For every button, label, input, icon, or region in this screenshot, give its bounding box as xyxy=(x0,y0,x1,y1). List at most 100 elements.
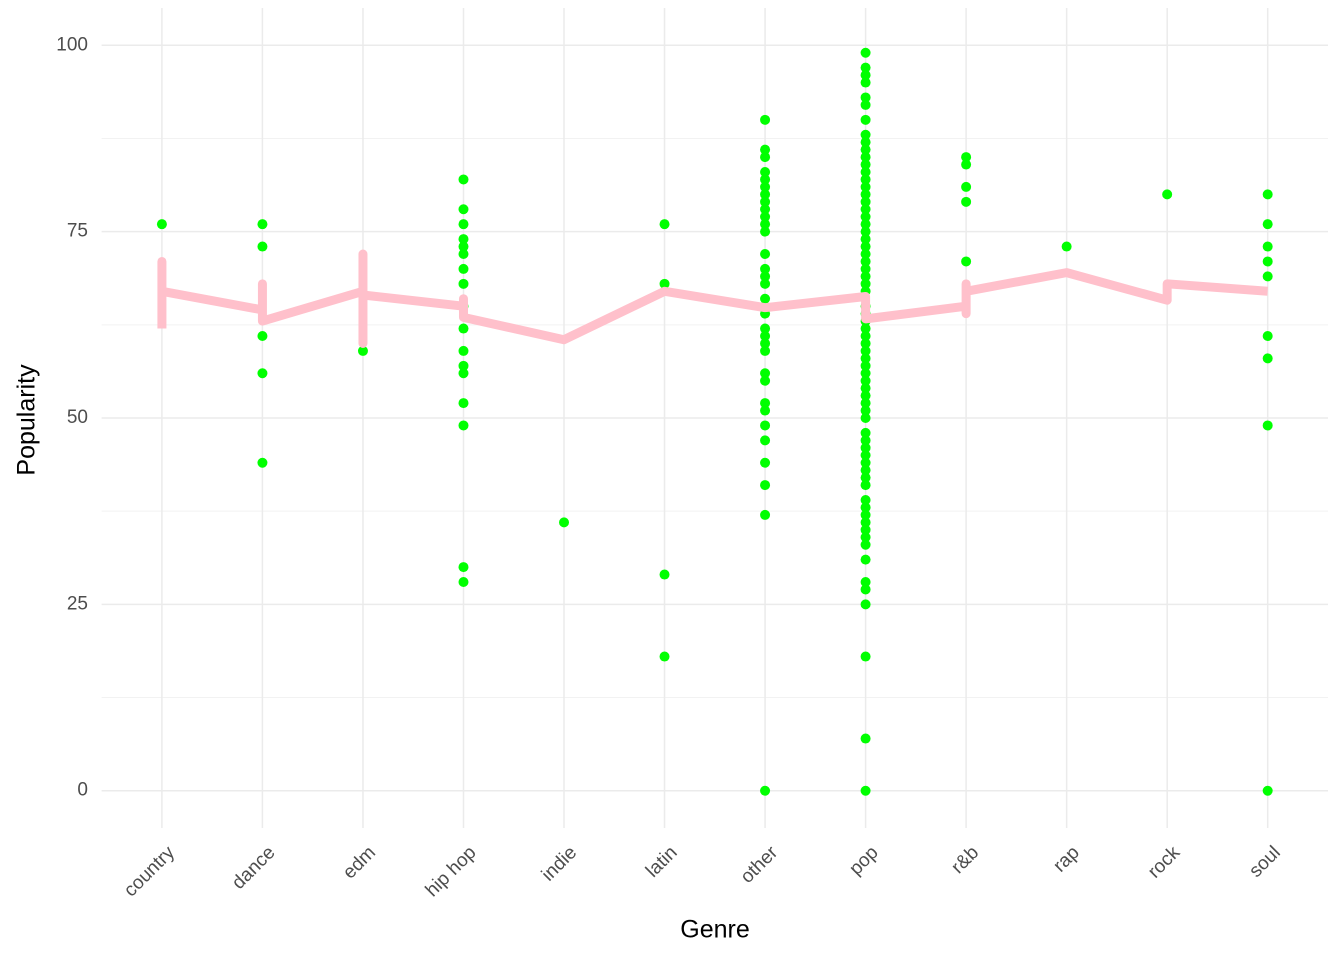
point xyxy=(760,189,771,200)
x-tick-label: pop xyxy=(845,842,882,879)
point xyxy=(860,219,871,230)
point xyxy=(458,174,469,185)
point xyxy=(860,114,871,125)
point xyxy=(961,152,972,163)
point xyxy=(860,263,871,274)
point xyxy=(760,323,771,334)
x-tick-label: other xyxy=(737,842,783,888)
point xyxy=(357,345,368,356)
point xyxy=(1262,219,1273,230)
point xyxy=(760,263,771,274)
point xyxy=(860,480,871,491)
point xyxy=(860,189,871,200)
point xyxy=(860,442,871,453)
x-axis-title: Genre xyxy=(680,916,749,944)
point xyxy=(1262,256,1273,267)
point xyxy=(961,196,972,207)
point xyxy=(156,219,167,230)
point xyxy=(860,509,871,520)
point xyxy=(860,181,871,192)
x-tick-label: indie xyxy=(538,842,581,885)
point xyxy=(860,390,871,401)
point xyxy=(860,360,871,371)
point xyxy=(760,405,771,416)
point xyxy=(860,554,871,565)
point xyxy=(860,577,871,587)
y-tick-label: 0 xyxy=(77,780,88,801)
y-tick-label: 75 xyxy=(67,221,88,242)
point xyxy=(860,234,871,245)
point xyxy=(860,502,871,513)
point xyxy=(860,398,871,409)
point xyxy=(458,360,469,371)
point xyxy=(860,435,871,446)
x-tick-label: latin xyxy=(642,842,681,881)
point xyxy=(760,211,771,222)
line xyxy=(157,249,1269,348)
point xyxy=(458,278,469,289)
point xyxy=(760,144,771,155)
grid xyxy=(101,8,1328,828)
point xyxy=(760,435,771,446)
point xyxy=(860,62,871,73)
point xyxy=(659,651,670,662)
point xyxy=(659,219,670,230)
point xyxy=(760,196,771,207)
point xyxy=(458,263,469,274)
point xyxy=(860,599,871,610)
point xyxy=(860,584,871,595)
y-axis-title: Popularity xyxy=(13,364,41,476)
point xyxy=(961,256,972,267)
point xyxy=(860,92,871,103)
point xyxy=(860,495,871,505)
point xyxy=(760,219,771,230)
point xyxy=(860,196,871,207)
point xyxy=(257,368,268,379)
point xyxy=(860,241,871,252)
point xyxy=(860,323,871,334)
point xyxy=(860,152,871,163)
point xyxy=(1162,189,1173,200)
y-tick-label: 50 xyxy=(67,407,88,428)
point xyxy=(860,532,871,543)
point xyxy=(860,517,871,528)
point xyxy=(860,99,871,110)
point xyxy=(961,181,972,192)
point xyxy=(458,368,469,379)
point xyxy=(659,278,670,289)
point xyxy=(760,338,771,349)
point xyxy=(860,375,871,386)
point xyxy=(458,345,469,356)
point xyxy=(1262,420,1273,431)
point xyxy=(458,420,469,431)
point xyxy=(760,331,771,341)
point xyxy=(860,271,871,282)
x-tick-label: country xyxy=(120,842,179,901)
point xyxy=(458,219,469,230)
point xyxy=(559,517,570,528)
point xyxy=(760,457,771,468)
point xyxy=(458,398,469,409)
point xyxy=(1061,241,1072,252)
point xyxy=(860,137,871,148)
point xyxy=(860,174,871,185)
point xyxy=(760,375,771,386)
point xyxy=(860,144,871,155)
point xyxy=(860,226,871,237)
point xyxy=(760,420,771,431)
point xyxy=(760,509,771,520)
point xyxy=(257,241,268,252)
x-tick-label: soul xyxy=(1245,842,1284,881)
point xyxy=(760,174,771,185)
point xyxy=(860,204,871,215)
point xyxy=(458,577,469,587)
point xyxy=(860,368,871,379)
y-tick-label: 100 xyxy=(56,34,88,55)
y-tick-label: 25 xyxy=(67,593,88,614)
point xyxy=(860,256,871,267)
point xyxy=(860,465,871,476)
point xyxy=(760,204,771,215)
point xyxy=(860,472,871,483)
point xyxy=(860,167,871,177)
point xyxy=(760,480,771,491)
